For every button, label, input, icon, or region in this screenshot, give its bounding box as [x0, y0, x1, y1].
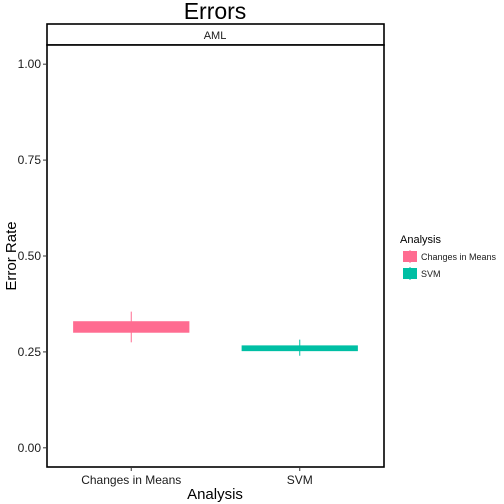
range-bar: [241, 345, 358, 352]
y-axis-title: Error Rate: [3, 221, 20, 290]
chart-title: Errors: [184, 0, 247, 24]
plot-panel: [46, 44, 385, 468]
legend-label: SVM: [421, 269, 441, 279]
x-axis: Changes in Means SVM: [81, 467, 313, 487]
legend-title: Analysis: [400, 234, 441, 246]
legend-label: Changes in Means: [421, 252, 497, 262]
x-axis-title: Analysis: [187, 486, 243, 503]
panel-strip-label: AML: [204, 30, 227, 42]
y-tick-label: 1.00: [18, 57, 42, 71]
chart-marks: [73, 311, 358, 356]
range-bar: [73, 321, 190, 333]
y-tick-label: 0.75: [18, 153, 42, 167]
y-tick-label: 0.50: [18, 249, 42, 263]
x-tick-label: Changes in Means: [81, 473, 181, 487]
legend: Analysis Changes in Means SVM: [400, 234, 497, 280]
y-axis: 0.00 0.25 0.50 0.75 1.00: [18, 57, 47, 455]
x-tick-label: SVM: [287, 473, 313, 487]
y-tick-label: 0.00: [18, 441, 42, 455]
y-tick-label: 0.25: [18, 345, 42, 359]
